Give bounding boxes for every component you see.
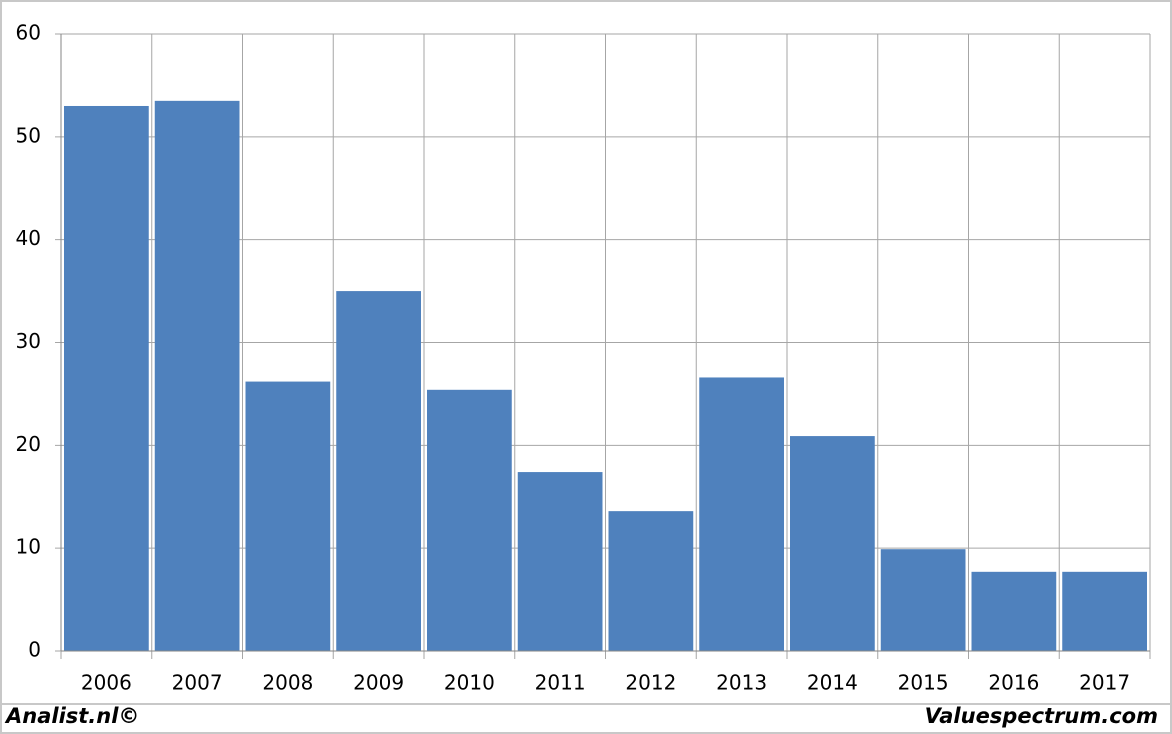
y-tick-label: 50 <box>16 123 41 147</box>
bar <box>880 549 966 651</box>
x-tick-label: 2012 <box>625 671 676 695</box>
bar <box>336 291 421 651</box>
y-tick-label: 40 <box>16 226 41 250</box>
x-tick-label: 2011 <box>535 671 586 695</box>
x-tick-label: 2013 <box>716 671 767 695</box>
x-tick-label: 2007 <box>172 671 223 695</box>
x-tick-label: 2015 <box>898 671 949 695</box>
bar <box>699 377 784 651</box>
x-tick-label: 2009 <box>353 671 404 695</box>
bar <box>608 511 694 651</box>
x-tick-label: 2017 <box>1079 671 1130 695</box>
bar <box>1062 571 1147 651</box>
y-tick-label: 10 <box>16 535 41 559</box>
x-tick-label: 2006 <box>81 671 132 695</box>
bar <box>790 436 875 651</box>
x-tick-label: 2010 <box>444 671 495 695</box>
bar <box>427 389 512 651</box>
y-tick-label: 60 <box>16 21 41 45</box>
x-tick-label: 2008 <box>262 671 313 695</box>
y-tick-label: 30 <box>16 329 41 353</box>
y-tick-label: 0 <box>28 638 41 662</box>
bar <box>64 105 149 651</box>
bar <box>971 571 1057 651</box>
x-tick-label: 2016 <box>988 671 1039 695</box>
source-left: Analist.nl© <box>4 704 139 728</box>
source-right: Valuespectrum.com <box>925 704 1158 728</box>
x-tick-label: 2014 <box>807 671 858 695</box>
bar <box>245 381 331 651</box>
bar <box>154 100 240 651</box>
y-tick-label: 20 <box>16 432 41 456</box>
bar <box>517 472 603 651</box>
